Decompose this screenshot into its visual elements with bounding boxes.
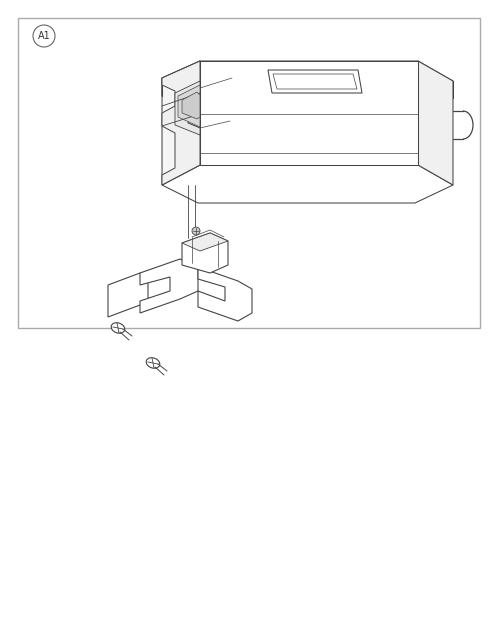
Text: A1: A1 xyxy=(38,31,51,41)
Polygon shape xyxy=(162,61,453,115)
Polygon shape xyxy=(198,267,252,321)
Polygon shape xyxy=(162,61,200,185)
Bar xyxy=(18,18,480,328)
Polygon shape xyxy=(182,233,228,251)
Ellipse shape xyxy=(146,358,160,368)
Polygon shape xyxy=(182,233,228,273)
Polygon shape xyxy=(200,61,418,165)
Polygon shape xyxy=(162,61,200,185)
Circle shape xyxy=(192,227,200,235)
Polygon shape xyxy=(268,70,362,93)
Circle shape xyxy=(33,25,55,47)
Polygon shape xyxy=(175,81,200,135)
Polygon shape xyxy=(418,61,453,185)
Polygon shape xyxy=(162,165,453,203)
Ellipse shape xyxy=(111,323,125,333)
Polygon shape xyxy=(108,273,148,317)
Polygon shape xyxy=(182,92,200,119)
Polygon shape xyxy=(178,85,200,127)
Polygon shape xyxy=(273,74,357,89)
Polygon shape xyxy=(140,259,198,313)
